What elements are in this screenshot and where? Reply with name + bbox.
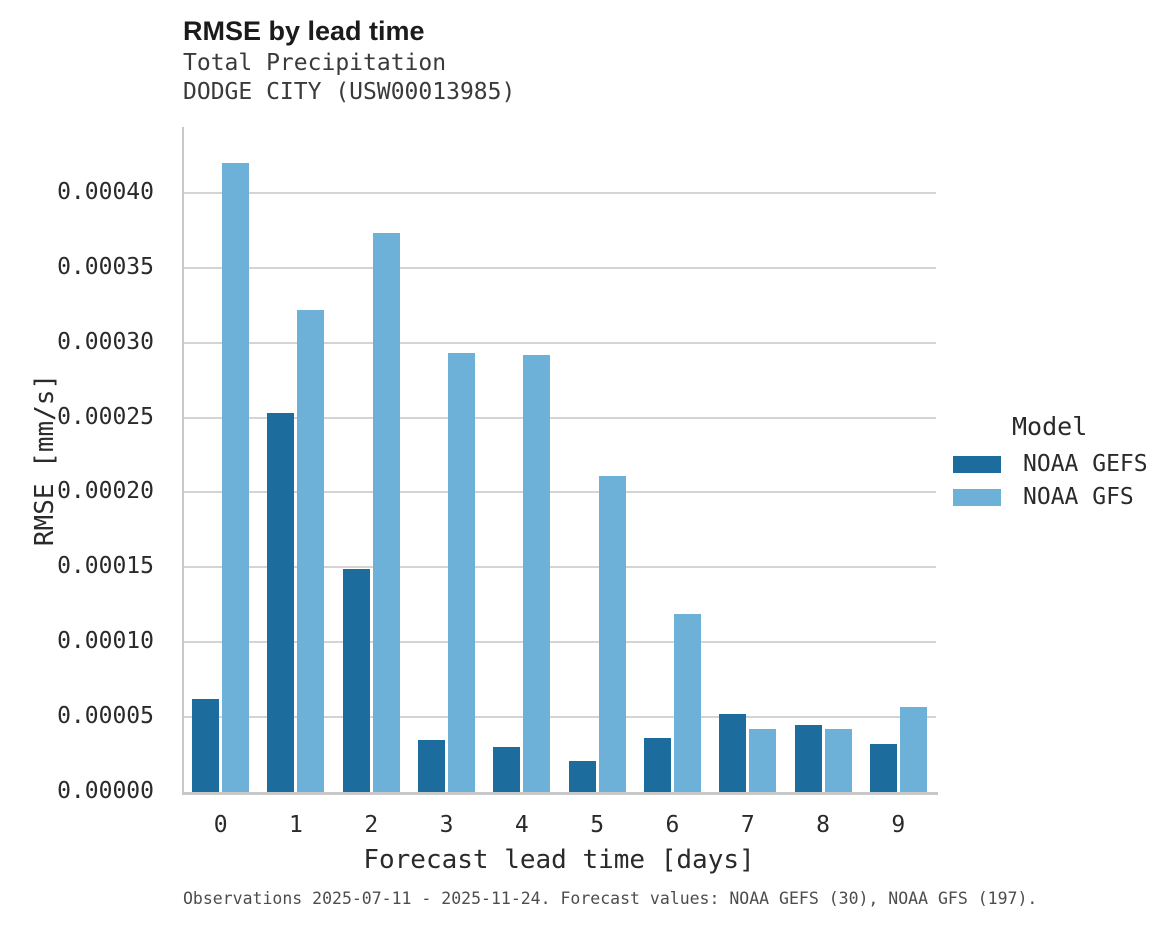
bar-noaa-gefs bbox=[568, 760, 596, 792]
bar-noaa-gfs bbox=[448, 353, 476, 792]
bar-noaa-gfs bbox=[749, 729, 777, 792]
gridline bbox=[183, 416, 936, 419]
bar-noaa-gefs bbox=[794, 724, 822, 792]
x-axis-title: Forecast lead time [days] bbox=[363, 845, 755, 875]
bar-noaa-gfs bbox=[824, 729, 852, 792]
bar-noaa-gefs bbox=[869, 744, 897, 792]
chart-subtitle: Total Precipitation bbox=[183, 50, 447, 76]
y-tick-label: 0.00020 bbox=[57, 478, 154, 505]
y-tick-label: 0.00015 bbox=[57, 553, 154, 580]
legend: Model NOAA GEFS NOAA GFS bbox=[948, 406, 1174, 518]
x-tick-label: 9 bbox=[891, 812, 906, 838]
x-tick-label: 0 bbox=[213, 812, 228, 838]
bar-noaa-gefs bbox=[342, 568, 370, 792]
x-tick-label: 3 bbox=[439, 812, 454, 838]
bar-noaa-gefs bbox=[267, 413, 295, 792]
legend-swatch-noaa-gfs bbox=[953, 488, 1001, 506]
gridline bbox=[183, 641, 936, 644]
gridline bbox=[183, 491, 936, 494]
x-axis-line bbox=[182, 792, 938, 795]
legend-swatch-noaa-gefs bbox=[953, 455, 1001, 473]
gridline bbox=[183, 716, 936, 719]
chart-title: RMSE by lead time bbox=[183, 16, 425, 46]
x-tick-label: 6 bbox=[665, 812, 680, 838]
y-tick-label: 0.00025 bbox=[57, 403, 154, 430]
bar-noaa-gfs bbox=[523, 354, 551, 792]
gridline bbox=[183, 191, 936, 194]
y-axis-line bbox=[182, 127, 184, 794]
bar-noaa-gfs bbox=[222, 162, 250, 792]
y-tick-label: 0.00000 bbox=[57, 778, 154, 804]
gridline bbox=[183, 341, 936, 344]
bar-noaa-gfs bbox=[372, 233, 400, 792]
y-tick-label: 0.00040 bbox=[57, 178, 154, 205]
gridline bbox=[183, 266, 936, 269]
bar-noaa-gfs bbox=[899, 706, 927, 792]
y-tick-label: 0.00030 bbox=[57, 328, 154, 355]
x-tick-label: 8 bbox=[816, 812, 830, 838]
gridline bbox=[183, 566, 936, 569]
legend-entry-noaa-gfs: NOAA GFS bbox=[953, 481, 1134, 513]
x-tick-label: 2 bbox=[364, 812, 379, 838]
legend-entry-noaa-gefs: NOAA GEFS bbox=[953, 448, 1148, 480]
legend-label: NOAA GEFS bbox=[1023, 451, 1148, 477]
y-tick-label: 0.00035 bbox=[57, 253, 154, 280]
station-label: DODGE CITY (USW00013985) bbox=[183, 79, 516, 105]
x-tick-label: 7 bbox=[740, 812, 755, 838]
bar-noaa-gefs bbox=[719, 714, 747, 792]
bar-noaa-gefs bbox=[192, 699, 220, 792]
footnote: Observations 2025-07-11 - 2025-11-24. Fo… bbox=[183, 889, 1038, 908]
legend-title: Model bbox=[1012, 412, 1088, 441]
y-tick-label: 0.00010 bbox=[57, 628, 154, 655]
y-tick-label: 0.00005 bbox=[57, 703, 154, 730]
bar-noaa-gefs bbox=[418, 739, 446, 792]
x-tick-label: 5 bbox=[590, 812, 605, 838]
legend-label: NOAA GFS bbox=[1023, 484, 1134, 510]
x-tick-label: 1 bbox=[289, 812, 303, 838]
x-tick-label: 4 bbox=[514, 812, 529, 838]
bar-noaa-gfs bbox=[673, 613, 701, 792]
bar-noaa-gfs bbox=[297, 309, 325, 792]
bar-noaa-gefs bbox=[493, 747, 521, 792]
bar-noaa-gefs bbox=[643, 738, 671, 792]
bar-noaa-gfs bbox=[598, 475, 626, 792]
